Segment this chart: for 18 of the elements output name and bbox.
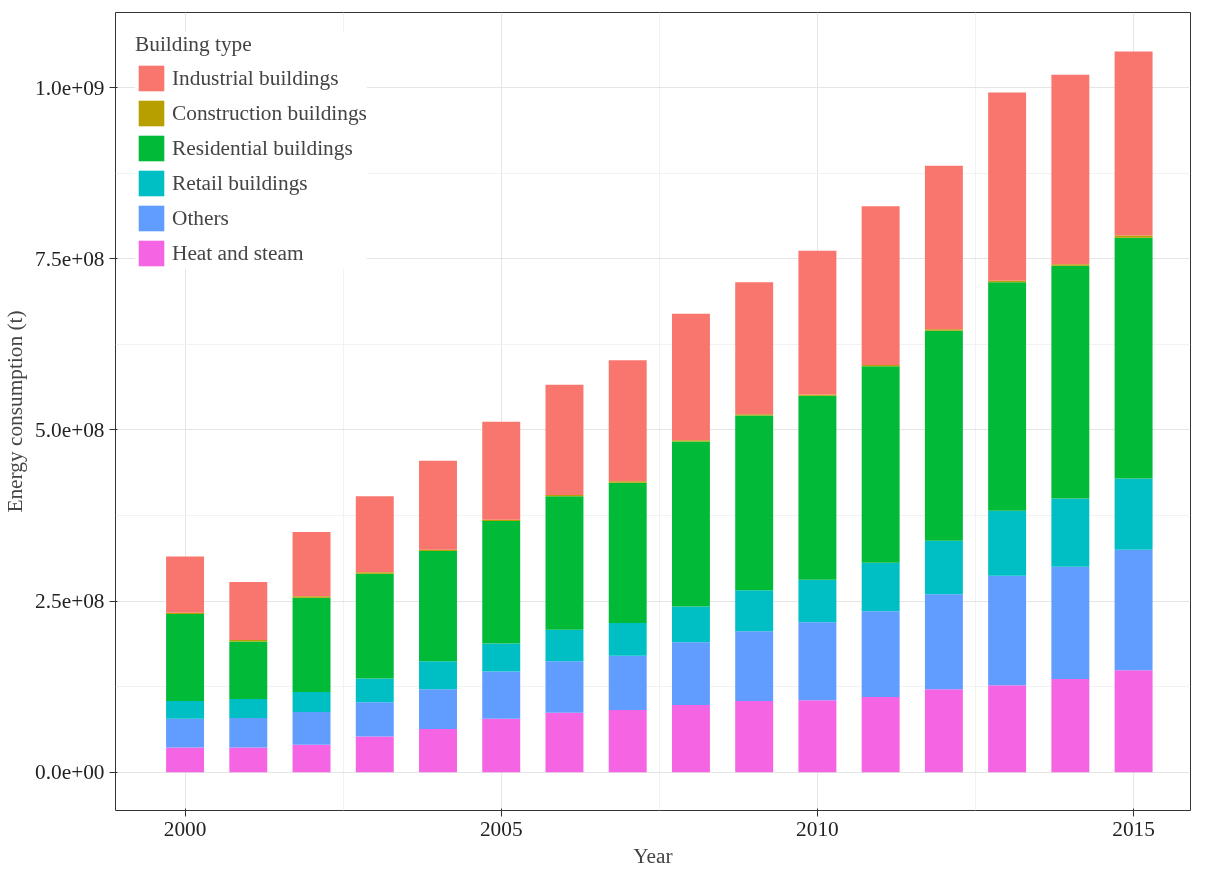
y-tick-label: 5.0e+08 bbox=[35, 417, 105, 442]
legend-label: Residential buildings bbox=[172, 135, 353, 161]
legend-label: Industrial buildings bbox=[172, 65, 339, 91]
x-tick-label: 2000 bbox=[163, 816, 207, 841]
x-tick-label: 2015 bbox=[1112, 816, 1155, 841]
y-tick-label: 0.0e+00 bbox=[35, 760, 105, 785]
x-tick-label: 2005 bbox=[479, 816, 523, 841]
y-tick-label: 7.5e+08 bbox=[35, 246, 105, 271]
legend-label: Construction buildings bbox=[172, 100, 367, 126]
y-axis-title: Energy consumption (t) bbox=[3, 310, 28, 513]
x-tick-label: 2010 bbox=[796, 816, 839, 841]
y-tick-label: 2.5e+08 bbox=[35, 589, 105, 614]
y-tick-label: 1.0e+09 bbox=[35, 75, 105, 100]
x-axis-title: Year bbox=[633, 843, 673, 868]
legend-label: Others bbox=[172, 205, 229, 231]
legend-label: Retail buildings bbox=[172, 170, 308, 196]
legend-title: Building type bbox=[135, 32, 253, 57]
legend-label: Heat and steam bbox=[172, 240, 304, 266]
